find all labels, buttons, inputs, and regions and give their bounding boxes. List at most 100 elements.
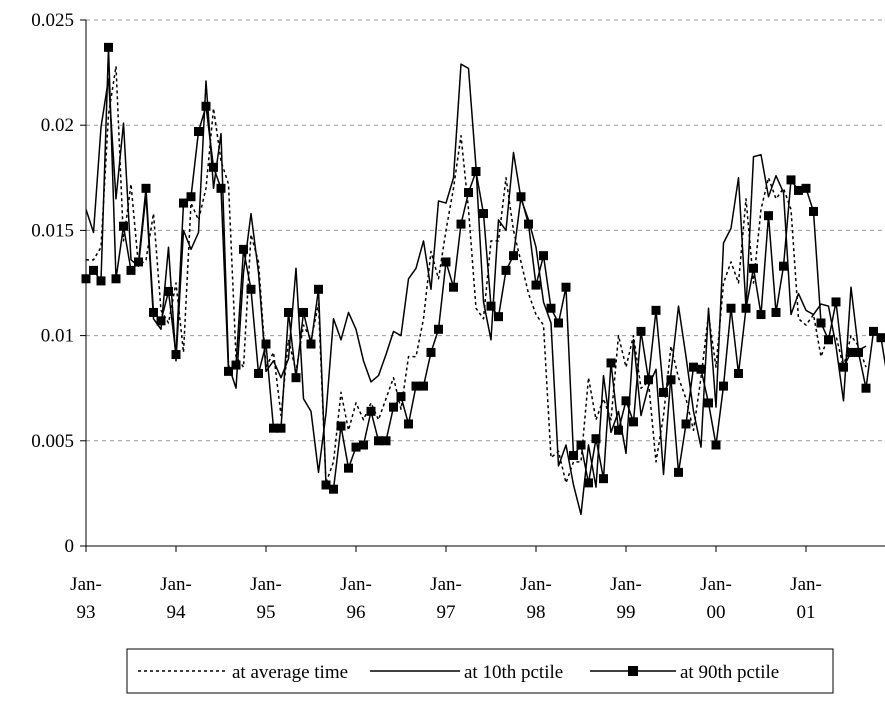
data-point bbox=[704, 398, 713, 408]
data-point bbox=[794, 185, 803, 195]
data-point bbox=[809, 206, 818, 216]
data-point bbox=[149, 307, 158, 317]
data-point bbox=[816, 318, 826, 328]
data-point bbox=[854, 347, 863, 357]
data-point bbox=[156, 316, 166, 326]
data-point bbox=[306, 339, 316, 349]
data-point bbox=[576, 440, 586, 450]
data-point bbox=[734, 368, 743, 378]
y-tick-label: 0.01 bbox=[41, 326, 74, 347]
data-point bbox=[141, 183, 151, 193]
data-point bbox=[231, 360, 241, 370]
data-point bbox=[464, 188, 473, 198]
data-point bbox=[846, 347, 856, 357]
x-tick-label-year: 93 bbox=[77, 602, 96, 623]
data-point bbox=[696, 364, 706, 374]
data-point bbox=[104, 42, 113, 52]
data-point bbox=[471, 166, 481, 176]
data-point bbox=[441, 257, 451, 267]
legend-swatch-90th-marker bbox=[628, 666, 638, 676]
data-point bbox=[719, 381, 728, 391]
data-point bbox=[501, 265, 511, 275]
data-point bbox=[546, 303, 556, 313]
data-point bbox=[494, 312, 503, 322]
x-tick-label-year: 99 bbox=[617, 602, 636, 623]
x-tick-labels: Jan-93Jan-94Jan-95Jan-96Jan-97Jan-98Jan-… bbox=[70, 546, 822, 623]
data-point bbox=[681, 419, 691, 429]
data-point bbox=[396, 392, 406, 402]
data-point bbox=[164, 286, 173, 296]
x-tick-label-month: Jan- bbox=[160, 574, 192, 595]
data-point bbox=[689, 362, 698, 372]
data-point bbox=[89, 265, 98, 275]
y-tick-label: 0.015 bbox=[31, 220, 74, 241]
data-point bbox=[524, 219, 533, 229]
data-point bbox=[561, 282, 571, 292]
data-point bbox=[779, 261, 788, 271]
x-tick-label: Jan- 95 bbox=[250, 574, 282, 623]
x-tick-label-month: Jan- bbox=[250, 574, 282, 595]
data-point bbox=[741, 303, 751, 313]
x-tick-label: Jan- 97 bbox=[430, 574, 462, 623]
data-point bbox=[726, 303, 736, 313]
x-tick-label: Jan- 98 bbox=[520, 574, 552, 623]
x-tick-label: Jan- 93 bbox=[70, 574, 102, 623]
legend-label-10th: at 10th pctile bbox=[464, 662, 563, 683]
x-tick-label-month: Jan- bbox=[520, 574, 552, 595]
x-tick-label: Jan- 00 bbox=[700, 574, 732, 623]
data-point bbox=[291, 373, 301, 383]
x-tick-label-month: Jan- bbox=[430, 574, 462, 595]
data-point bbox=[269, 423, 278, 433]
gridlines bbox=[80, 19, 885, 547]
x-tick-label-month: Jan- bbox=[700, 574, 732, 595]
data-point bbox=[824, 335, 833, 345]
data-point bbox=[134, 257, 143, 267]
data-point bbox=[209, 162, 218, 172]
data-point bbox=[126, 265, 136, 275]
x-tick-label-month: Jan- bbox=[790, 574, 822, 595]
data-point bbox=[239, 244, 248, 254]
data-point bbox=[314, 284, 323, 294]
data-point bbox=[389, 402, 398, 412]
data-point bbox=[839, 362, 848, 372]
data-point bbox=[606, 358, 616, 368]
data-point bbox=[644, 375, 653, 385]
data-point bbox=[179, 198, 188, 208]
x-tick-label-month: Jan- bbox=[610, 574, 642, 595]
data-point bbox=[509, 251, 518, 261]
data-point bbox=[411, 381, 421, 391]
data-point bbox=[599, 474, 608, 484]
data-point bbox=[254, 368, 263, 378]
data-point bbox=[479, 209, 488, 219]
x-tick-label-year: 97 bbox=[437, 602, 456, 623]
data-point bbox=[276, 423, 286, 433]
data-point bbox=[224, 366, 233, 376]
data-point bbox=[831, 297, 841, 307]
data-point bbox=[216, 183, 226, 193]
data-point bbox=[171, 350, 181, 360]
x-tick-label: Jan- 99 bbox=[610, 574, 642, 623]
data-point bbox=[711, 440, 721, 450]
data-point bbox=[456, 219, 466, 229]
x-tick-label-month: Jan- bbox=[340, 574, 372, 595]
legend: at average time at 10th pctile at 90th p… bbox=[126, 648, 834, 694]
data-point bbox=[621, 396, 631, 406]
series-lines bbox=[81, 42, 885, 516]
x-tick-label: Jan- 94 bbox=[160, 574, 192, 623]
x-tick-label: Jan- 96 bbox=[340, 574, 372, 623]
data-point bbox=[584, 478, 593, 488]
y-tick-label: 0 bbox=[65, 536, 75, 557]
x-tick-label-year: 98 bbox=[527, 602, 546, 623]
legend-box bbox=[126, 648, 834, 694]
data-point bbox=[81, 274, 91, 284]
data-point bbox=[516, 192, 526, 202]
data-point bbox=[486, 301, 496, 311]
data-point bbox=[321, 480, 331, 490]
data-point bbox=[659, 387, 668, 397]
data-point bbox=[569, 451, 578, 461]
series-markers-2 bbox=[81, 42, 885, 494]
data-point bbox=[201, 101, 211, 111]
data-point bbox=[426, 347, 436, 357]
data-point bbox=[869, 326, 878, 336]
